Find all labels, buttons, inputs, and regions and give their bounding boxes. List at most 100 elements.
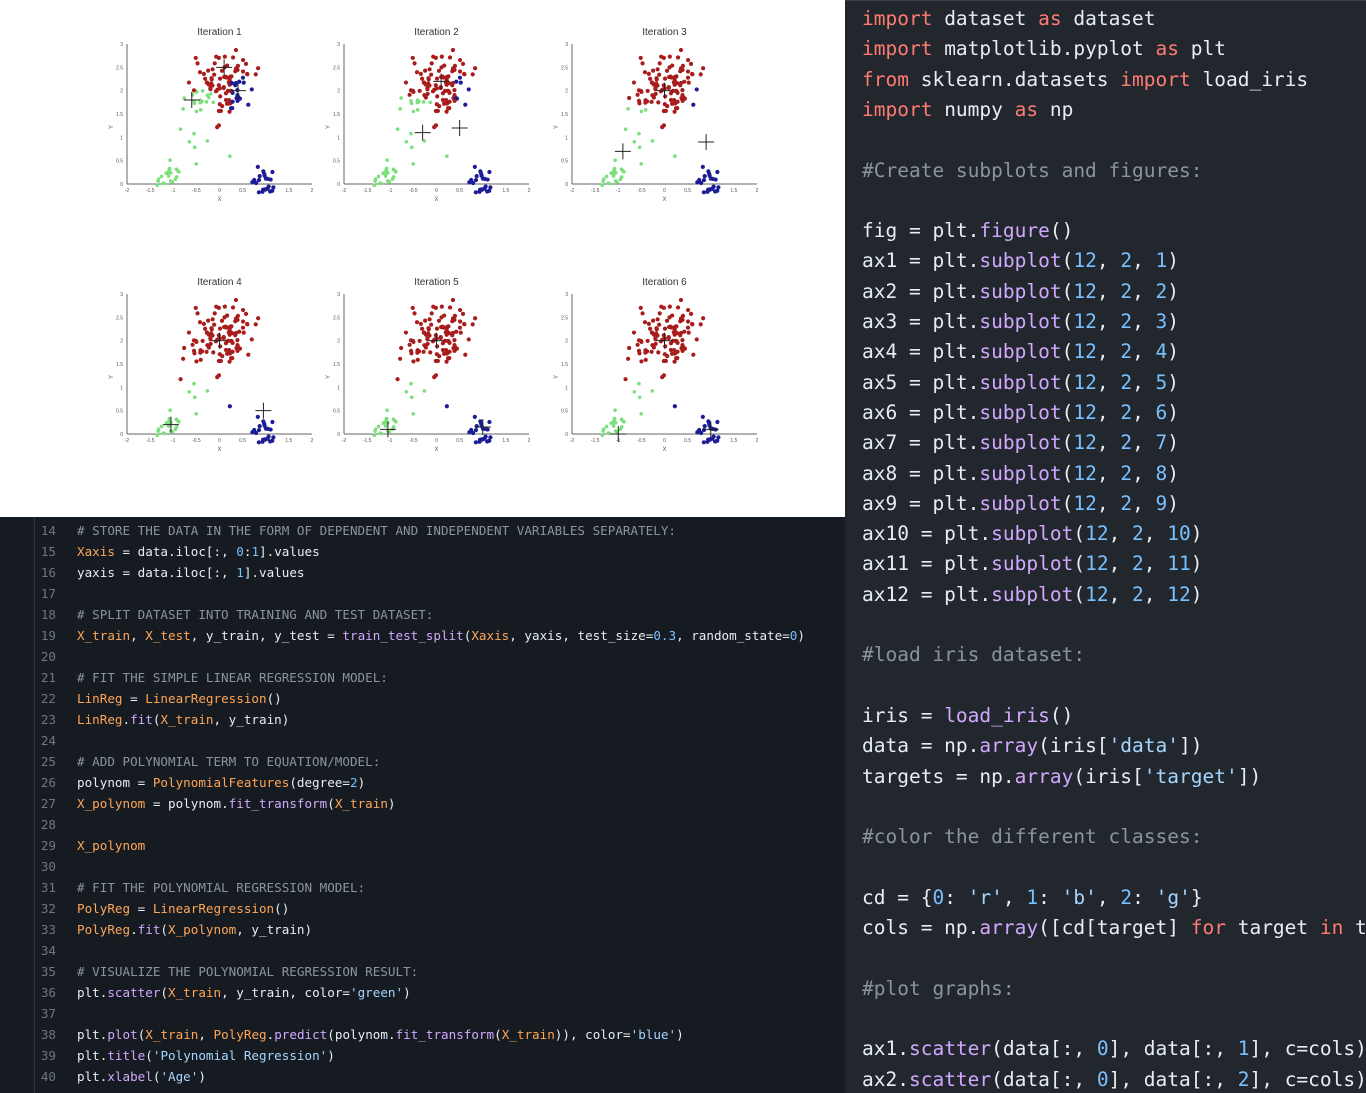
- line-number: 39: [40, 1048, 56, 1063]
- data-point: [485, 439, 490, 444]
- data-point: [642, 320, 648, 325]
- data-point: [666, 85, 671, 91]
- data-point: [655, 67, 660, 72]
- data-point: [245, 322, 250, 327]
- code-token: ], c=cols): [1249, 1067, 1366, 1091]
- data-point: [473, 66, 478, 71]
- data-point: [698, 322, 703, 327]
- data-point: [701, 190, 706, 195]
- data-point: [447, 106, 452, 111]
- data-point: [680, 342, 685, 348]
- data-point: [212, 72, 217, 77]
- data-point: [643, 350, 648, 355]
- data-point: [194, 162, 199, 166]
- y-axis-label: Y: [554, 125, 560, 129]
- data-point: [257, 173, 262, 179]
- code-token: subplot: [979, 249, 1062, 273]
- data-point: [643, 100, 648, 105]
- code-line: ax11 = plt.subplot(12, 2, 11): [862, 549, 1203, 579]
- data-point: [240, 307, 246, 313]
- code-token: ax4 = plt.: [862, 340, 980, 364]
- code-token: ,: [1096, 491, 1121, 515]
- data-point: [217, 86, 222, 91]
- data-point: [658, 339, 664, 344]
- code-token: 1: [1237, 1037, 1250, 1061]
- data-point: [423, 68, 428, 73]
- data-point: [404, 139, 409, 144]
- data-point: [409, 99, 413, 103]
- data-point: [665, 354, 670, 359]
- code-token: subplot: [979, 370, 1062, 394]
- data-point: [668, 91, 674, 96]
- data-point: [167, 167, 172, 171]
- data-point: [166, 174, 171, 178]
- code-token: .: [122, 712, 131, 727]
- data-point: [427, 83, 432, 88]
- data-point: [655, 83, 660, 88]
- code-line: 16 yaxis = data.iloc[:, 1].values: [0, 562, 305, 583]
- data-point: [191, 88, 197, 93]
- code-line: 36 plt.scatter(X_train, y_train, color='g…: [0, 982, 411, 1003]
- code-token: array: [979, 916, 1039, 939]
- code-line: ax5 = plt.subplot(12, 2, 5): [862, 368, 1179, 398]
- code-token: ,: [1132, 431, 1156, 455]
- x-tick-label: 0.5: [456, 438, 463, 444]
- data-point: [226, 97, 232, 103]
- y-tick-label: 3: [120, 42, 123, 48]
- data-point: [222, 54, 227, 59]
- code-token: 12: [1073, 310, 1097, 333]
- data-point: [635, 342, 640, 347]
- code-token: }: [1190, 885, 1203, 909]
- data-point: [241, 330, 246, 335]
- code-token: 2: [1132, 522, 1144, 546]
- code-token: 2: [1155, 279, 1168, 303]
- data-point: [618, 427, 623, 432]
- subplot-title: Iteration 2: [414, 27, 459, 38]
- code-token: X_train: [77, 628, 131, 643]
- data-point: [376, 174, 381, 179]
- data-point: [667, 54, 672, 59]
- code-token: = data.iloc[:,: [114, 544, 237, 559]
- data-point: [435, 344, 440, 349]
- data-point: [623, 127, 628, 132]
- y-axis-label: Y: [109, 375, 115, 379]
- code-line: targets = np.array(iris['target']): [862, 762, 1261, 792]
- code-token: 2: [1120, 370, 1133, 394]
- data-point: [637, 145, 642, 150]
- code-token: ,: [1143, 552, 1168, 576]
- data-point: [667, 324, 672, 330]
- data-point: [613, 420, 618, 425]
- data-point: [421, 349, 426, 354]
- data-point: [235, 338, 240, 343]
- code-line: 35 # VISUALIZE THE POLYNOMIAL REGRESSION …: [0, 961, 418, 982]
- data-point: [425, 336, 430, 341]
- data-point: [256, 177, 262, 183]
- y-axis-label: Y: [554, 375, 560, 379]
- data-point: [246, 352, 251, 357]
- x-tick-label: 2: [311, 188, 314, 194]
- code-token: ,: [1132, 249, 1156, 273]
- code-line: from sklearn.datasets import load_iris: [862, 65, 1308, 95]
- code-token: , yaxis, test_size=: [509, 628, 654, 643]
- data-point: [177, 420, 181, 424]
- code-line: 32 PolyReg = LinearRegression(): [0, 898, 290, 919]
- data-point: [458, 80, 463, 85]
- data-point: [428, 350, 433, 355]
- data-point: [383, 174, 388, 178]
- data-point: [220, 354, 225, 359]
- data-point: [235, 317, 240, 322]
- x-tick-label: -0.5: [409, 188, 418, 194]
- code-token: ax8 = plt.: [862, 461, 980, 485]
- data-point: [690, 322, 695, 327]
- data-point: [619, 417, 624, 422]
- data-point: [487, 169, 492, 175]
- data-point: [186, 330, 192, 335]
- line-number: 31: [40, 880, 56, 895]
- data-point: [170, 180, 175, 184]
- y-axis-label: Y: [326, 125, 332, 129]
- data-point: [200, 89, 205, 93]
- code-line: cols = np.array([cd[target] for target i…: [862, 913, 1366, 943]
- data-point: [385, 408, 389, 412]
- data-point: [654, 326, 659, 331]
- code-token: , y_train, color=: [221, 985, 350, 1000]
